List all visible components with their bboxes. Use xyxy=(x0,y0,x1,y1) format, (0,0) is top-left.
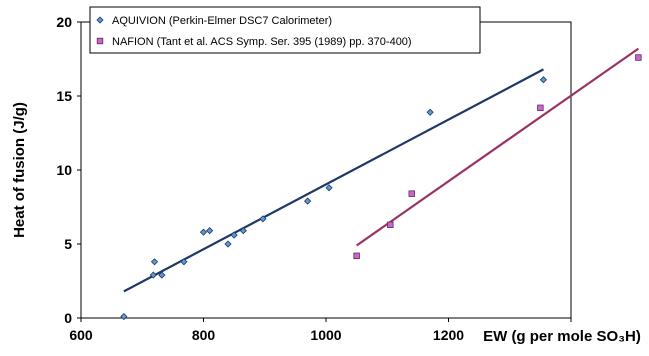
data-point-series-0 xyxy=(230,231,238,239)
x-tick-label: 1000 xyxy=(310,327,341,343)
fit-line-series-1 xyxy=(355,47,640,247)
data-point-series-0 xyxy=(325,184,333,192)
data-point-series-1 xyxy=(408,190,415,197)
data-point-series-1 xyxy=(537,104,544,112)
x-tick-label: 1200 xyxy=(433,327,464,343)
data-point-series-0 xyxy=(239,227,247,235)
data-point-series-1 xyxy=(635,54,642,61)
data-point-series-0 xyxy=(539,76,548,84)
data-points xyxy=(120,54,642,321)
tick-labels: 0 5 10 15 20 600 800 1000 1200 xyxy=(56,14,464,343)
legend-label-nafion: NAFION (Tant et al. ACS Symp. Ser. 395 (… xyxy=(112,36,412,48)
legend-label-aquivion: AQUIVION (Perkin-Elmer DSC7 Calorimeter) xyxy=(112,15,332,27)
data-point-series-0 xyxy=(120,312,128,321)
data-point-series-0 xyxy=(180,258,188,266)
y-axis-title: Heat of fusion (J/g) xyxy=(11,102,28,238)
legend-markers xyxy=(96,16,104,45)
legend-marker-nafion xyxy=(96,37,104,45)
data-point-series-0 xyxy=(150,258,159,266)
data-point-series-1 xyxy=(387,221,394,228)
axis-ticks xyxy=(77,21,572,322)
legend: AQUIVION (Perkin-Elmer DSC7 Calorimeter)… xyxy=(89,6,481,54)
legend-marker-aquivion xyxy=(96,16,104,24)
data-point-series-0 xyxy=(426,108,434,116)
data-point-series-0 xyxy=(199,228,208,236)
y-tick-label: 20 xyxy=(56,14,72,30)
fit-lines xyxy=(123,47,640,293)
x-tick-label: 600 xyxy=(69,327,93,343)
x-tick-label: 800 xyxy=(192,327,216,343)
y-tick-label: 10 xyxy=(56,162,72,178)
y-tick-label: 0 xyxy=(64,310,72,326)
data-point-series-0 xyxy=(149,271,157,279)
x-axis-title: EW (g per mole SO₃H) xyxy=(483,328,641,345)
data-point-series-1 xyxy=(353,252,360,260)
data-point-series-0 xyxy=(304,197,312,205)
data-point-series-0 xyxy=(224,240,232,248)
legend-box xyxy=(89,6,481,54)
fit-line-series-0 xyxy=(123,68,544,293)
data-point-series-0 xyxy=(259,215,267,223)
plot-area xyxy=(80,21,572,319)
data-point-series-0 xyxy=(206,227,214,235)
y-tick-label: 5 xyxy=(64,236,72,252)
data-point-series-0 xyxy=(158,271,166,279)
y-tick-label: 15 xyxy=(56,88,72,104)
